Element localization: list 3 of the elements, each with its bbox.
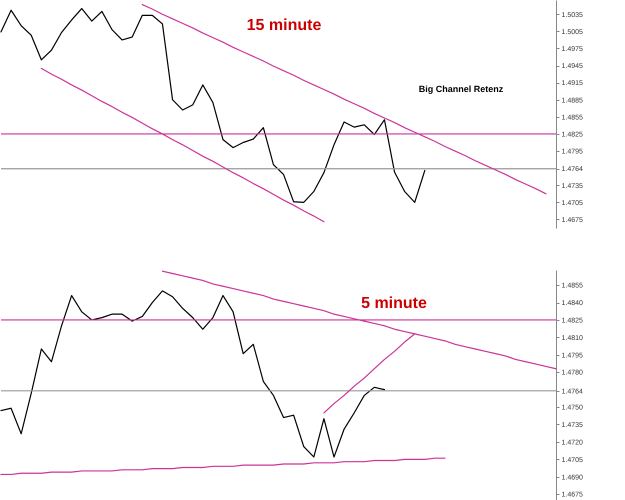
annotation: 15 minute: [246, 17, 322, 34]
annotation: 5 minute: [361, 295, 427, 312]
annotation: Big Channel Retenz: [418, 84, 504, 94]
